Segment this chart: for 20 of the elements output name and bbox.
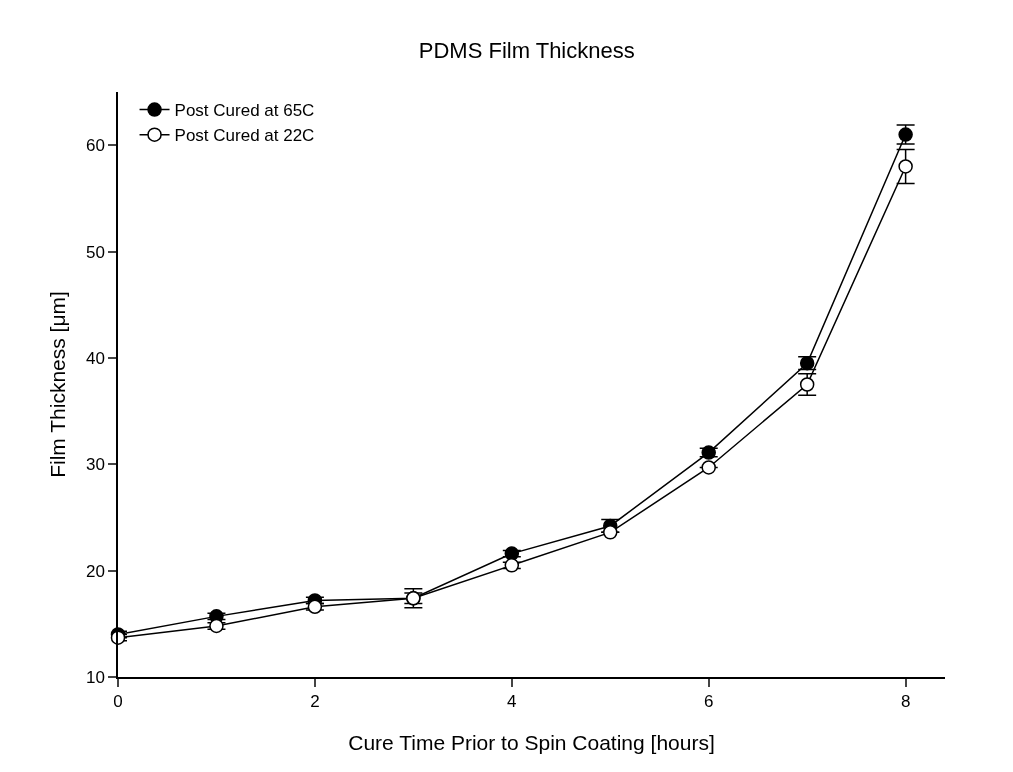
point: [701, 460, 716, 475]
point: [209, 618, 224, 634]
point: [307, 599, 323, 615]
y-tick-label: 60: [85, 136, 105, 156]
legend-label: Post Cured at 65C: [174, 101, 315, 121]
x-tick-label: 2: [310, 692, 320, 712]
x-tick-label: 0: [113, 692, 123, 712]
y-tick-label: 50: [85, 242, 105, 262]
point: [898, 159, 913, 174]
chart-title: PDMS Film Thickness: [418, 37, 635, 63]
x-tick-label: 4: [507, 692, 517, 712]
legend-label: Post Cured at 22C: [174, 126, 315, 146]
x-tick-label: 8: [900, 692, 911, 712]
y-tick-label: 10: [85, 667, 105, 687]
y-tick-label: 20: [85, 561, 105, 581]
y-tick-label: 30: [85, 455, 105, 475]
y-axis-title: Film Thickness [μm]: [45, 291, 69, 478]
x-axis-title: Cure Time Prior to Spin Coating [hours]: [348, 730, 715, 754]
y-tick-label: 40: [85, 348, 105, 368]
x-tick-label: 6: [703, 692, 714, 712]
